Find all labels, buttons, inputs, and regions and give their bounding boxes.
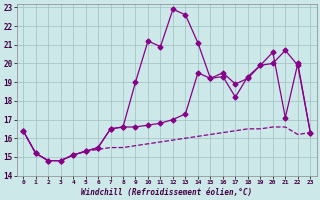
X-axis label: Windchill (Refroidissement éolien,°C): Windchill (Refroidissement éolien,°C) [81, 188, 252, 197]
